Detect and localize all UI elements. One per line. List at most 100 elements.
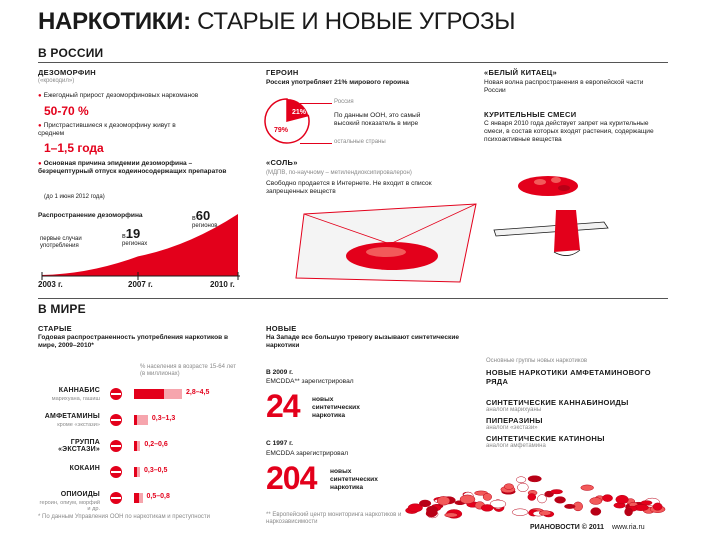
pill (580, 484, 594, 491)
divider-russia (38, 62, 668, 63)
divider-world (38, 298, 668, 299)
pill (482, 493, 492, 501)
new-drugs-text: На Западе все большую тревогу вызывают с… (266, 334, 460, 349)
new-drugs-emcdda-1: EMCDDA** зарегистрировал (266, 378, 354, 385)
footer-source: РИАНОВОСТИ © 2011 (530, 524, 605, 531)
old-drug-bar-min (134, 467, 138, 477)
pill (564, 503, 576, 509)
heroin-pie-label-21: 21% (292, 109, 307, 116)
old-drug-row: КОКАИН 0,3–0,5 (38, 462, 258, 486)
old-drugs-text: Годовая распространенность употребления … (38, 334, 229, 349)
title-bold: НАРКОТИКИ: (38, 8, 191, 35)
old-drug-bar-label: 0,3–0,5 (144, 467, 168, 474)
spread-19-prefix: в (122, 233, 126, 240)
old-drugs-footnote: * По данным Управления ООН по наркотикам… (38, 514, 211, 520)
old-drug-bar-label: 0,2–0,6 (144, 441, 168, 448)
pills-icon (108, 412, 124, 428)
pill (602, 494, 613, 502)
section-russia-heading: В РОССИИ (38, 46, 104, 60)
old-drug-row: КАННАБИС марихуана, гашиш 2,8–4,5 (38, 384, 258, 408)
syringe-icon (108, 490, 124, 506)
group-sub: аналоги марихуаны (486, 407, 542, 413)
group-sub: аналоги амфетамина (486, 443, 546, 449)
heroin-heading: ГЕРОИН (266, 68, 299, 77)
pill (640, 500, 653, 506)
pill (615, 494, 629, 505)
desomorphine-bullet-2: Пристрастившиеся к дезоморфину живут в с… (38, 122, 188, 138)
old-drug-sub: героин, опиум, морфий и др. (39, 500, 100, 512)
heroin-legend-others: остальные страны (334, 139, 386, 145)
cannabis-leaf-icon (108, 386, 124, 402)
new-drugs-204-label: новых синтетических наркотика (330, 468, 378, 491)
desomorphine-bullet-3-note: (до 1 июня 2012 года) (44, 194, 105, 200)
spread-19-number: 19 (125, 226, 141, 241)
old-drug-bar-min (134, 441, 137, 451)
spread-year-2007: 2007 г. (128, 280, 153, 289)
heroin-pie-chart: 21% 79% (264, 98, 310, 144)
old-drug-sub: марихуана, гашиш (51, 396, 100, 402)
old-drug-row: ГРУППА «ЭКСТАЗИ» 0,2–0,6 (38, 436, 258, 460)
smoking-mixes-text: С января 2010 года действует запрет на к… (484, 120, 654, 143)
page-title: НАРКОТИКИ: СТАРЫЕ И НОВЫЕ УГРОЗЫ (38, 8, 516, 36)
old-drug-name: ГРУППА «ЭКСТАЗИ» (58, 439, 100, 453)
ecstasy-tablet-icon (108, 438, 124, 454)
desomorphine-bullet-1: Ежегодный прирост дезоморфиновых наркома… (38, 92, 248, 100)
spread-area-chart (41, 214, 240, 280)
old-drug-bar-min (134, 389, 164, 399)
title-rest: СТАРЫЕ И НОВЫЕ УГРОЗЫ (197, 8, 516, 35)
old-drug-bar-min (134, 415, 138, 425)
pill (538, 510, 552, 516)
spread-60-number: 60 (195, 208, 211, 223)
spread-60-unit: регионов (192, 223, 218, 229)
pill (527, 475, 542, 483)
heroin-pie-label-79: 79% (274, 127, 289, 134)
china-white-text: Новая волна распространения в европейско… (484, 79, 644, 94)
desomorphine-alias: («крокодил») (38, 78, 75, 84)
pill (503, 483, 514, 490)
pill (444, 512, 458, 518)
powder-icon (108, 464, 124, 480)
old-drug-row: АМФЕТАМИНЫ кроме «экстази» 0,3–1,3 (38, 410, 258, 434)
china-white-heading: «БЕЛЫЙ КИТАЕЦ» (484, 68, 557, 77)
spread-chart-title: Распространение дезоморфина (38, 212, 143, 219)
salt-heading: «СОЛЬ» (266, 158, 298, 167)
old-drug-name: КАННАБИС (58, 387, 100, 394)
group-name: ПИПЕРАЗИНЫ (486, 416, 543, 425)
group-name: СИНТЕТИЧЕСКИЕ КАННАБИНОИДЫ (486, 398, 629, 407)
groups-heading: Основные группы новых наркотиков (486, 358, 588, 364)
salt-alias: (МДПВ, по-научному – метилендиоксипирова… (266, 170, 412, 176)
new-drugs-24-label: новых синтетических наркотика (312, 396, 360, 419)
old-drug-sub: кроме «экстази» (57, 422, 100, 428)
smoking-pipe-bowl (554, 210, 580, 252)
desomorphine-bullet-3-text: Основная причина эпидемии дезоморфина – … (38, 160, 227, 175)
spread-area (42, 214, 238, 276)
salt-envelope-illustration (295, 203, 477, 283)
old-drug-bar-label: 0,3–1,3 (151, 415, 176, 422)
heroin-pointer-others (300, 143, 332, 144)
salt-text: Свободно продается в Интернете. Не входи… (266, 180, 432, 195)
desomorphine-bullet-2-text: Пристрастившиеся к дезоморфину живут в с… (38, 122, 176, 137)
spread-year-2010: 2010 г. (210, 280, 235, 289)
pill (426, 505, 439, 514)
heroin-legend-russia: Россия (334, 99, 354, 105)
old-drug-bar-max (134, 441, 141, 451)
pill (652, 502, 663, 511)
new-drugs-204: 204 (266, 460, 317, 496)
old-drug-bar-min (134, 493, 140, 503)
pills-pile (405, 475, 666, 519)
pill (537, 494, 547, 504)
footer-site: www.ria.ru (612, 524, 645, 531)
pill (407, 503, 423, 513)
smoking-pipe-stem (493, 221, 609, 237)
new-drugs-24: 24 (266, 388, 301, 424)
old-drug-name: ОПИОИДЫ (60, 491, 100, 498)
new-drugs-since-1997: С 1997 г. (266, 440, 294, 447)
pill (489, 499, 507, 509)
pill (527, 493, 537, 501)
desomorphine-bullet-3: Основная причина эпидемии дезоморфина – … (38, 160, 248, 176)
smoking-pipe-base (553, 249, 581, 256)
heroin-pie-slice-others (264, 98, 310, 144)
old-drug-name: КОКАИН (69, 465, 100, 472)
old-drug-name: АМФЕТАМИНЫ (44, 413, 100, 420)
group-sub: аналоги «экстази» (486, 425, 538, 431)
